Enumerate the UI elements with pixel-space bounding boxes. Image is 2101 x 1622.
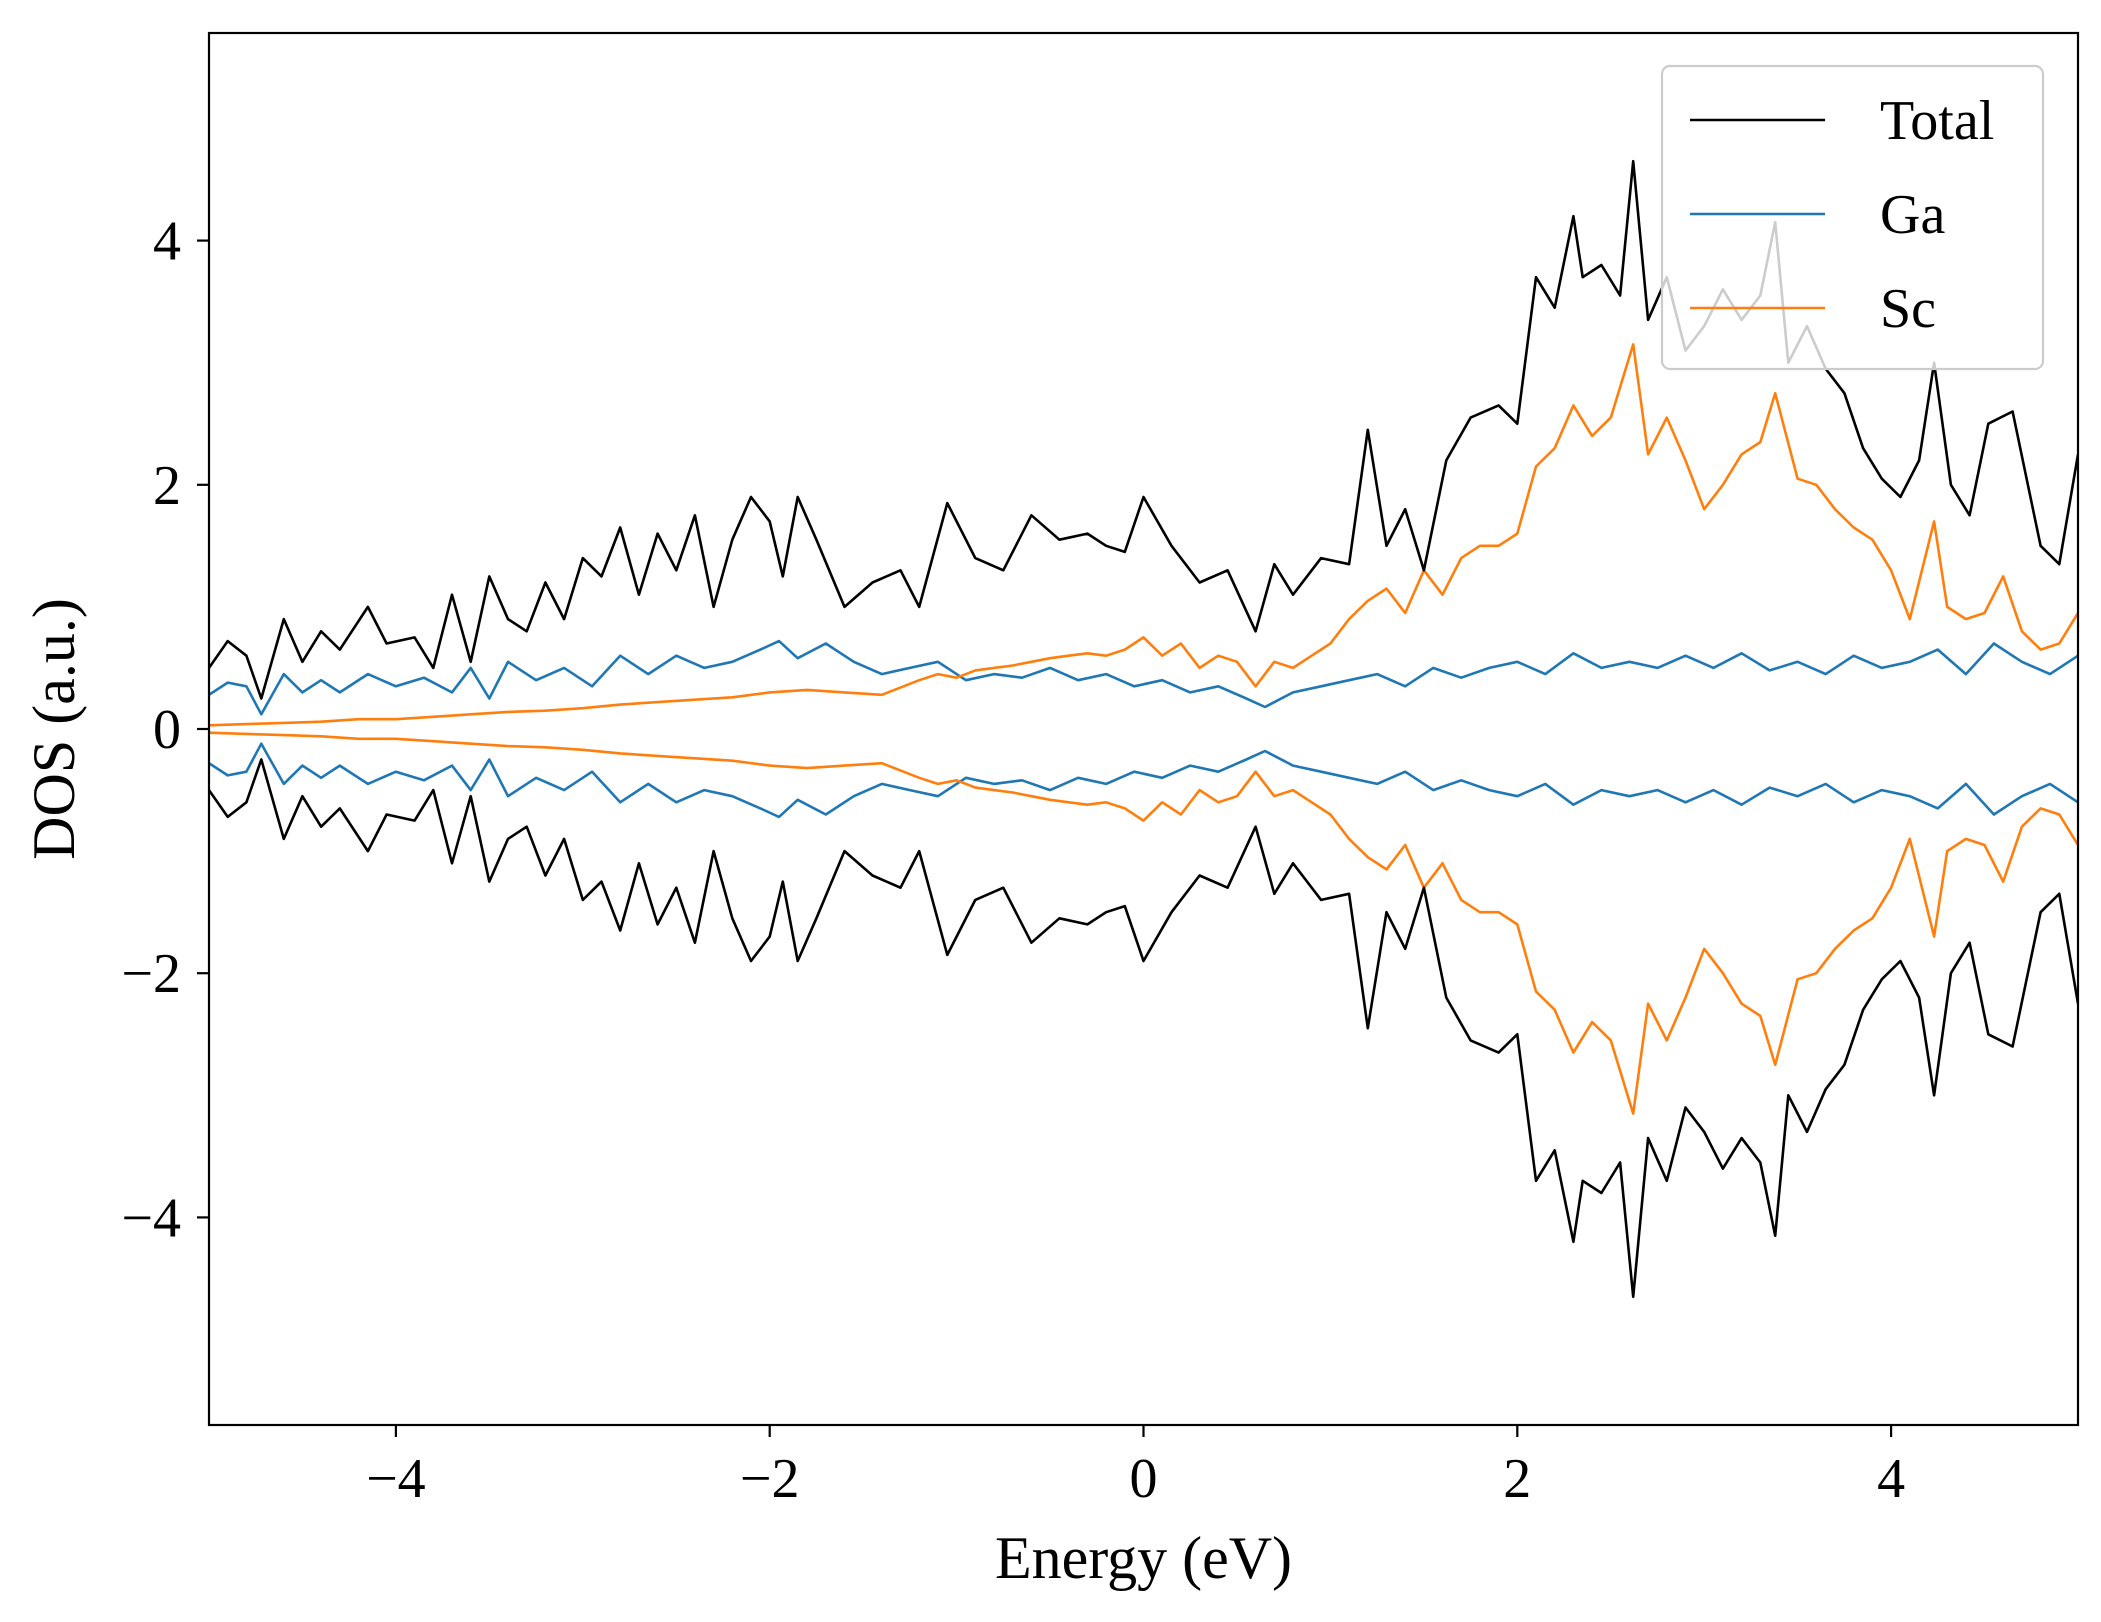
sc-spin-up-line [209,343,2078,727]
legend: Total Ga Sc [1660,64,2045,371]
legend-label-ga: Ga [1880,184,1945,246]
ga-spin-down-line [209,742,2078,819]
legend-box [1660,64,2045,371]
y-tick-label: 0 [153,699,181,761]
sc-spin-down-line [209,731,2078,1115]
y-axis-label: DOS (a.u.) [21,598,87,860]
x-tick-label: 2 [1503,1448,1531,1510]
total-spin-down-line [209,758,2078,1299]
x-tick-label: 4 [1877,1448,1905,1510]
legend-label-sc: Sc [1880,278,1936,340]
x-tick-label: −2 [740,1448,800,1510]
y-tick-label: −2 [121,943,181,1005]
y-tick-label: −4 [121,1187,181,1249]
y-tick-label: 4 [153,211,181,273]
x-axis-label: Energy (eV) [995,1525,1292,1591]
legend-label-total: Total [1880,90,1994,152]
x-tick-label: −4 [366,1448,426,1510]
x-axis-ticks: −4 −2 0 2 4 [366,1425,1905,1510]
x-tick-label: 0 [1130,1448,1158,1510]
y-axis-ticks: −4 −2 0 2 4 [121,211,209,1249]
y-tick-label: 2 [153,455,181,517]
ga-spin-up-line [209,639,2078,716]
series-layer [209,159,2078,1299]
